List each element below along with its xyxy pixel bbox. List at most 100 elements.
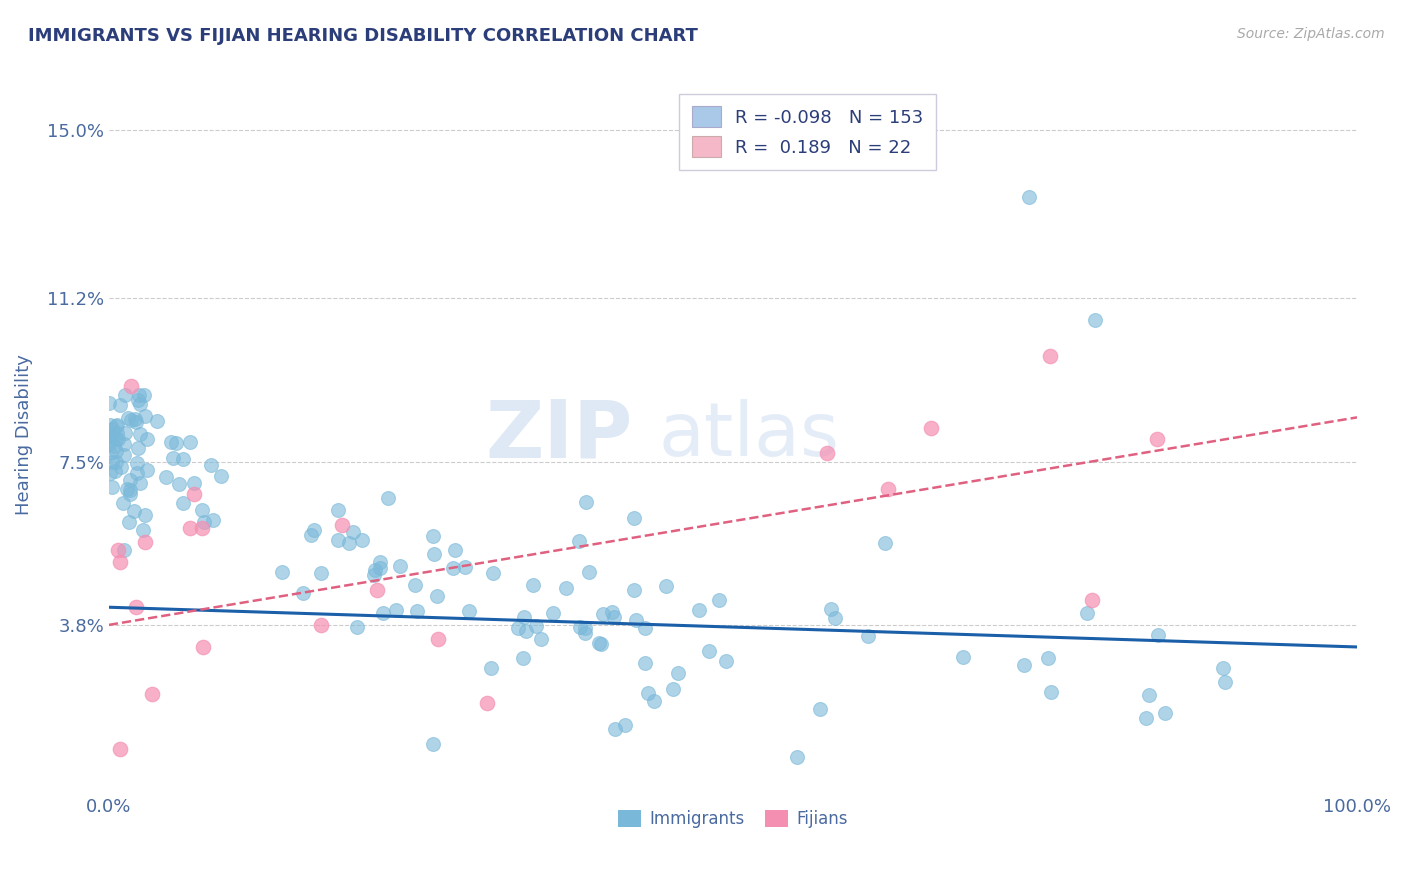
Point xyxy=(100,428,122,442)
Point xyxy=(114,388,136,402)
Point xyxy=(633,656,655,670)
Point xyxy=(920,420,942,434)
Point xyxy=(105,417,128,432)
Point xyxy=(377,491,399,505)
Point xyxy=(482,566,505,580)
Point xyxy=(613,718,636,732)
Point xyxy=(541,607,564,621)
Point xyxy=(820,602,842,616)
Point xyxy=(183,487,205,501)
Point xyxy=(167,477,190,491)
Point xyxy=(1146,433,1168,447)
Point xyxy=(1039,349,1062,363)
Point xyxy=(190,503,212,517)
Point xyxy=(444,543,467,558)
Point xyxy=(107,432,129,446)
Point xyxy=(110,398,132,412)
Point xyxy=(100,446,122,460)
Point xyxy=(575,494,598,508)
Point xyxy=(124,412,146,426)
Point xyxy=(368,555,391,569)
Point xyxy=(530,632,553,647)
Point xyxy=(120,487,142,501)
Point xyxy=(125,467,148,481)
Point xyxy=(346,620,368,634)
Point xyxy=(326,502,349,516)
Point xyxy=(117,410,139,425)
Point xyxy=(666,665,689,680)
Point xyxy=(873,535,896,549)
Point xyxy=(172,451,194,466)
Point xyxy=(100,481,122,495)
Point xyxy=(135,433,157,447)
Point xyxy=(441,561,464,575)
Point xyxy=(368,560,391,574)
Point xyxy=(165,436,187,450)
Point xyxy=(125,416,148,430)
Point xyxy=(555,581,578,595)
Point xyxy=(1039,685,1062,699)
Point xyxy=(179,521,201,535)
Point xyxy=(134,409,156,423)
Point xyxy=(100,467,122,481)
Point xyxy=(112,449,135,463)
Point xyxy=(1018,189,1040,203)
Point xyxy=(569,620,592,634)
Point xyxy=(592,607,614,621)
Point xyxy=(643,694,665,708)
Point xyxy=(858,629,880,643)
Text: atlas: atlas xyxy=(658,399,839,472)
Point xyxy=(105,419,128,434)
Point xyxy=(688,603,710,617)
Point xyxy=(342,524,364,539)
Point xyxy=(350,533,373,547)
Point xyxy=(129,397,152,411)
Point xyxy=(1014,658,1036,673)
Point xyxy=(1154,706,1177,721)
Point xyxy=(815,446,838,460)
Point xyxy=(105,455,128,469)
Point xyxy=(1215,674,1237,689)
Point xyxy=(952,649,974,664)
Point xyxy=(786,749,808,764)
Point xyxy=(330,517,353,532)
Point xyxy=(422,528,444,542)
Point xyxy=(108,555,131,569)
Point xyxy=(98,428,121,442)
Text: ZIP: ZIP xyxy=(486,396,633,474)
Point xyxy=(600,605,623,619)
Point xyxy=(112,496,135,510)
Point xyxy=(112,437,135,451)
Point xyxy=(120,413,142,427)
Point xyxy=(112,542,135,557)
Point xyxy=(128,388,150,402)
Point xyxy=(477,697,499,711)
Point xyxy=(125,599,148,614)
Point xyxy=(479,660,502,674)
Point xyxy=(191,640,214,655)
Point xyxy=(122,504,145,518)
Point xyxy=(134,508,156,522)
Point xyxy=(512,609,534,624)
Point xyxy=(114,426,136,441)
Point xyxy=(1081,593,1104,607)
Point xyxy=(183,475,205,490)
Point xyxy=(454,559,477,574)
Point xyxy=(128,475,150,490)
Point xyxy=(716,654,738,668)
Point xyxy=(134,535,156,549)
Point xyxy=(115,482,138,496)
Point xyxy=(637,685,659,699)
Point xyxy=(98,436,121,450)
Point xyxy=(426,589,449,603)
Point xyxy=(129,426,152,441)
Point xyxy=(135,463,157,477)
Point xyxy=(423,547,446,561)
Point xyxy=(623,511,645,525)
Point xyxy=(662,681,685,696)
Point xyxy=(522,578,544,592)
Point xyxy=(1137,688,1160,702)
Point xyxy=(389,558,412,573)
Point xyxy=(292,586,315,600)
Text: IMMIGRANTS VS FIJIAN HEARING DISABILITY CORRELATION CHART: IMMIGRANTS VS FIJIAN HEARING DISABILITY … xyxy=(28,27,697,45)
